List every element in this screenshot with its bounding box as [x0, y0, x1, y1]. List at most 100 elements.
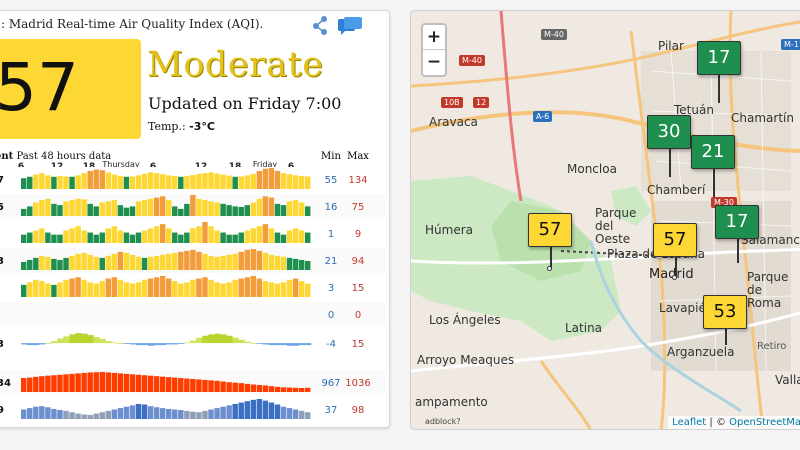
chart-bar: [238, 206, 244, 216]
chart-bar: [57, 259, 63, 270]
chart-bar: [238, 278, 244, 297]
chart-bar: [129, 234, 136, 243]
map-attribution: Leaflet | © OpenStreetMa: [668, 416, 800, 429]
chart-temp-bar: [202, 335, 209, 344]
chart-bar: [129, 405, 136, 419]
chart-bar: [141, 279, 148, 297]
chart-bar: [51, 375, 57, 392]
chart-bar: [45, 198, 51, 216]
chart-temp-bar: [238, 339, 245, 344]
chart-temp-bar: [304, 343, 312, 346]
road-m11: M-11: [781, 39, 800, 50]
aqi-value: 57: [0, 49, 79, 126]
share-icon[interactable]: [311, 15, 329, 35]
chart-temp-bar: [57, 338, 64, 344]
chat-bubbles-icon[interactable]: [337, 16, 363, 36]
map-label-chamartin: Chamartín: [731, 111, 794, 125]
chart-row-bg: [0, 331, 385, 356]
chart-temp-bar: [135, 343, 143, 346]
zoom-out-button[interactable]: −: [426, 52, 442, 72]
leaflet-link[interactable]: Leaflet: [672, 417, 707, 428]
marker-pin: [675, 255, 677, 277]
chart-bar: [105, 372, 112, 392]
map[interactable]: Pilar Tetuán Chamartín Aravaca Moncloa C…: [410, 10, 800, 430]
chart-temp-bar: [21, 343, 28, 345]
chart-temp-bar: [178, 343, 185, 344]
chart-temp-bar: [117, 343, 125, 344]
chart-bar: [298, 230, 305, 243]
chart-temp-bar: [298, 343, 306, 346]
chart-bar: [81, 279, 87, 297]
chart-bar: [45, 232, 51, 243]
chart-bar: [166, 408, 172, 419]
chart-bar: [298, 410, 305, 419]
aqi-marker-chamberi[interactable]: 21: [691, 135, 735, 169]
chart-bar: [33, 257, 39, 270]
chart-bar: [298, 281, 305, 297]
chart-bar: [184, 232, 190, 243]
chart-bar: [99, 232, 105, 243]
aqi-marker-plaza-espana[interactable]: 57: [653, 223, 697, 257]
chart-bar: [141, 173, 148, 189]
zoom-in-button[interactable]: +: [423, 25, 445, 50]
chart-bar: [280, 406, 287, 419]
road-12: 12: [473, 97, 490, 108]
chart-bar: [286, 387, 293, 392]
aqi-marker-pilar[interactable]: 17: [697, 41, 741, 75]
chart-bar: [280, 234, 287, 243]
chart-temp-bar: [244, 341, 251, 344]
osm-link[interactable]: OpenStreetMa: [729, 417, 800, 428]
chart-row-min: 21: [325, 256, 338, 267]
chart-bar: [81, 414, 87, 419]
chart-row-min: -4: [326, 339, 336, 350]
chart-bar: [280, 173, 287, 189]
chart-bar: [81, 230, 87, 243]
chart-bar: [220, 232, 226, 243]
aqi-marker-arganzuela[interactable]: 53: [703, 295, 747, 329]
aqi-marker-tetuan[interactable]: 30: [647, 115, 691, 149]
chart-row-max: 9: [355, 229, 361, 240]
chart-bar: [214, 230, 220, 243]
chart-bar: [196, 412, 202, 419]
chart-bar: [93, 256, 99, 270]
chart-bar: [268, 254, 275, 270]
aqi-marker-salamanca[interactable]: 17: [715, 205, 759, 239]
chart-bar: [153, 407, 160, 419]
chart-bar: [304, 283, 311, 297]
marker-pin: [737, 237, 739, 263]
chart-bar: [262, 385, 269, 392]
chart-bar: [33, 230, 39, 243]
chart-bar: [63, 257, 69, 270]
chart-bar: [45, 175, 51, 189]
chart-bar: [214, 380, 220, 392]
chart-bar: [274, 255, 281, 270]
chart-bar: [256, 399, 263, 419]
aqi-marker-casa-campo[interactable]: 57: [528, 213, 572, 247]
chart-bar: [21, 208, 27, 216]
chart-bar: [298, 176, 305, 189]
chart-bar: [93, 234, 99, 243]
chart-bar: [214, 282, 220, 297]
chart-row-label: 5: [0, 202, 4, 213]
chart-bar: [123, 232, 130, 243]
chart-bar: [153, 277, 160, 297]
chart-bar: [190, 279, 196, 297]
chart-bar: [298, 202, 305, 216]
chart-bar: [202, 277, 208, 297]
road-a6: A-6: [533, 111, 553, 122]
chart-bar: [117, 373, 124, 392]
chart-row-max: 15: [352, 339, 365, 350]
chart-bar: [238, 251, 244, 270]
chart-bar: [57, 234, 63, 243]
chart-bar: [63, 279, 69, 297]
chart-bar: [99, 202, 105, 216]
chart-bar: [274, 283, 281, 297]
chart-bar: [135, 403, 142, 419]
chart-bar: [244, 175, 250, 189]
chart-bar: [111, 253, 118, 270]
road-m40-north: M-40: [541, 29, 567, 40]
chart-bar: [202, 222, 208, 243]
chart-bar: [63, 410, 69, 419]
chart-temp-bar: [159, 343, 167, 346]
chart-bar: [153, 226, 160, 243]
